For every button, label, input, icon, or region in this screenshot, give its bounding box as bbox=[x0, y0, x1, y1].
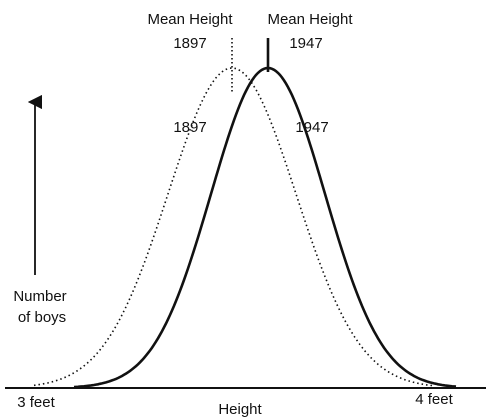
mean-year: 1947 bbox=[289, 35, 322, 52]
curve-label: 1947 bbox=[295, 119, 328, 136]
curve-1897 bbox=[33, 67, 433, 387]
mean-year: 1897 bbox=[173, 35, 206, 52]
x-start-label: 3 feet bbox=[17, 394, 55, 411]
curve-1947 bbox=[73, 66, 457, 389]
y-axis-label: Number bbox=[13, 288, 66, 305]
mean-label: Mean Height bbox=[267, 11, 353, 28]
x-end-label: 4 feet bbox=[415, 391, 453, 408]
y-axis-label: of boys bbox=[18, 309, 66, 326]
curve-label: 1897 bbox=[173, 119, 206, 136]
x-axis-label: Height bbox=[218, 401, 262, 418]
mean-label: Mean Height bbox=[147, 11, 233, 28]
